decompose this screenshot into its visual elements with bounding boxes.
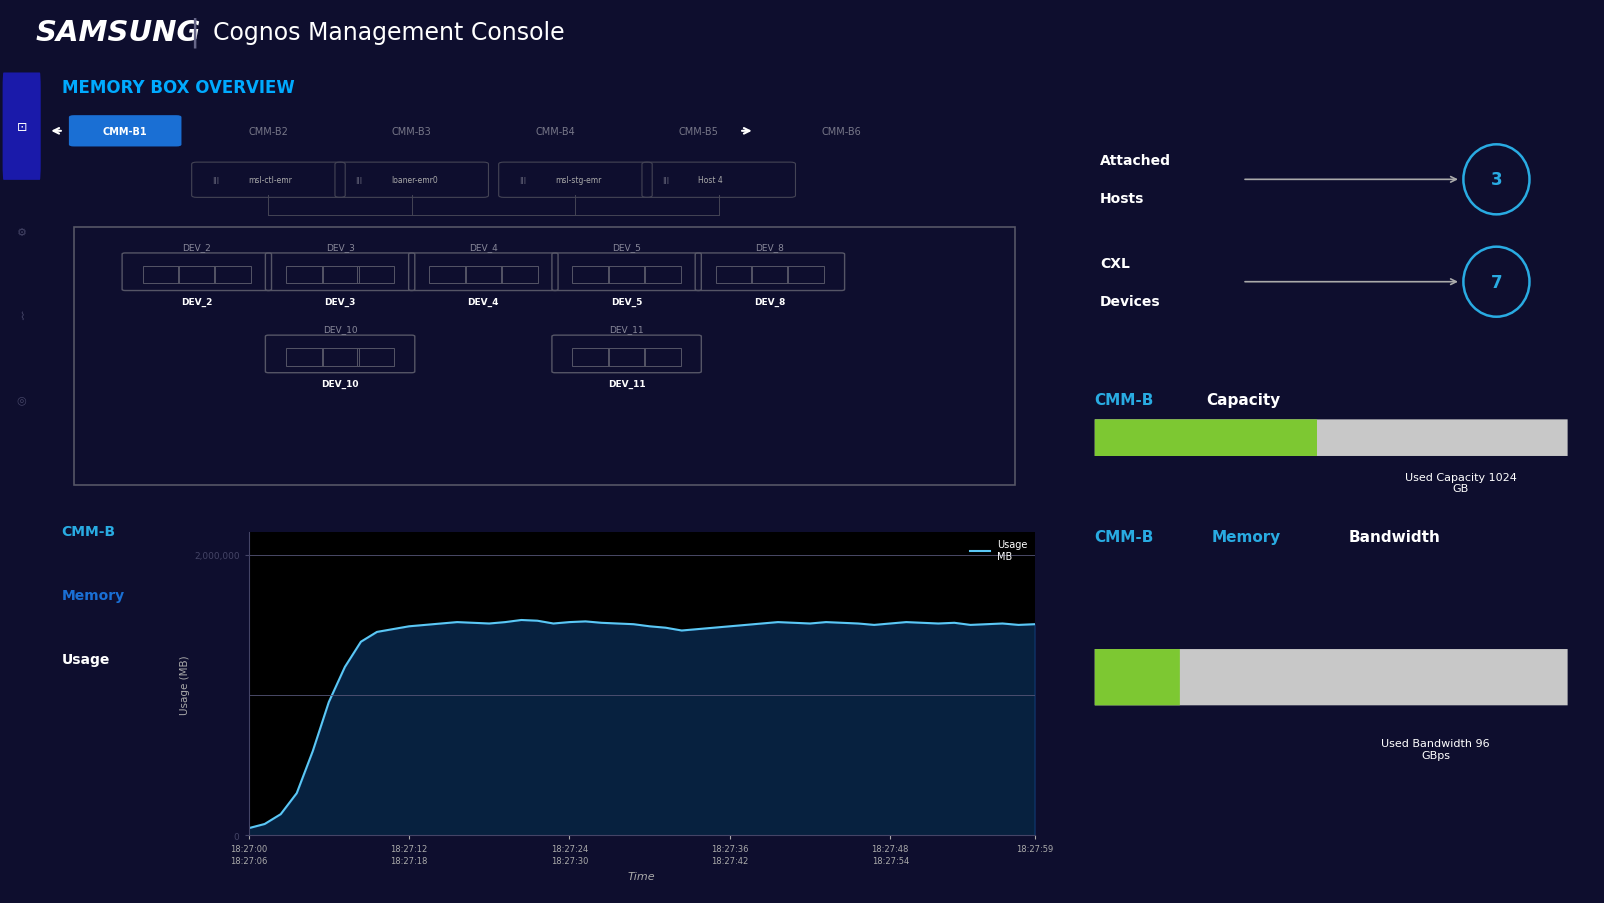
Bar xyxy=(573,266,610,284)
Text: DEV_8: DEV_8 xyxy=(755,243,784,252)
Bar xyxy=(178,266,215,284)
Bar xyxy=(751,266,788,284)
Bar xyxy=(358,349,395,367)
Text: DEV_11: DEV_11 xyxy=(608,379,645,388)
Bar xyxy=(358,266,395,284)
Text: SAMSUNG: SAMSUNG xyxy=(35,19,200,46)
Text: DEV_3: DEV_3 xyxy=(326,243,354,252)
Text: Capacity: Capacity xyxy=(1206,392,1282,407)
Text: Devices: Devices xyxy=(1100,294,1160,308)
Text: CMM-B1: CMM-B1 xyxy=(103,126,148,136)
Text: CMM-B5: CMM-B5 xyxy=(678,126,719,136)
Text: loaner-emr0: loaner-emr0 xyxy=(391,176,438,185)
Bar xyxy=(322,349,359,367)
Bar xyxy=(608,349,645,367)
Text: DEV_8: DEV_8 xyxy=(754,297,786,306)
FancyBboxPatch shape xyxy=(1096,420,1317,456)
X-axis label: Time: Time xyxy=(627,870,656,880)
Text: Host 4: Host 4 xyxy=(698,176,723,185)
FancyBboxPatch shape xyxy=(69,116,181,147)
Bar xyxy=(143,266,180,284)
Text: CMM-B2: CMM-B2 xyxy=(249,126,289,136)
Text: Used Capacity 1024
GB: Used Capacity 1024 GB xyxy=(1405,472,1517,494)
Text: DEV_2: DEV_2 xyxy=(181,297,212,306)
Bar xyxy=(286,266,322,284)
Text: DEV_3: DEV_3 xyxy=(324,297,356,306)
Text: CMM-B: CMM-B xyxy=(61,525,115,538)
Text: Memory: Memory xyxy=(61,588,125,602)
Text: DEV_10: DEV_10 xyxy=(322,325,358,333)
Text: |||: ||| xyxy=(212,177,220,184)
Bar xyxy=(608,266,645,284)
FancyBboxPatch shape xyxy=(1096,649,1567,705)
Text: DEV_5: DEV_5 xyxy=(613,243,642,252)
Text: ⊡: ⊡ xyxy=(16,120,27,134)
Bar xyxy=(788,266,824,284)
Text: CMM-B6: CMM-B6 xyxy=(821,126,861,136)
Text: |||: ||| xyxy=(356,177,363,184)
Text: DEV_10: DEV_10 xyxy=(321,379,359,388)
Bar xyxy=(322,266,359,284)
Bar xyxy=(715,266,752,284)
Legend: Usage
MB: Usage MB xyxy=(969,537,1030,563)
Text: CMM-B: CMM-B xyxy=(1096,529,1155,545)
Text: Attached: Attached xyxy=(1100,154,1171,168)
Text: |||: ||| xyxy=(520,177,526,184)
Text: Hosts: Hosts xyxy=(1100,192,1144,206)
Text: MEMORY BOX OVERVIEW: MEMORY BOX OVERVIEW xyxy=(63,79,295,97)
Text: CXL: CXL xyxy=(1100,256,1129,271)
Bar xyxy=(286,349,322,367)
Text: ◎: ◎ xyxy=(16,396,27,405)
Text: CMM-B3: CMM-B3 xyxy=(391,126,431,136)
Text: |||: ||| xyxy=(662,177,669,184)
Text: DEV_11: DEV_11 xyxy=(610,325,643,333)
Text: CMM-B4: CMM-B4 xyxy=(536,126,574,136)
Text: DEV_4: DEV_4 xyxy=(468,243,497,252)
Bar xyxy=(465,266,502,284)
Text: Used Bandwidth 96
GBps: Used Bandwidth 96 GBps xyxy=(1381,739,1490,760)
Text: CMM-B: CMM-B xyxy=(1096,392,1155,407)
Bar xyxy=(215,266,252,284)
Text: Memory: Memory xyxy=(1211,529,1282,545)
Text: 3: 3 xyxy=(1490,172,1503,189)
FancyBboxPatch shape xyxy=(1096,649,1181,705)
Text: ⚙: ⚙ xyxy=(16,228,27,237)
Bar xyxy=(500,266,537,284)
Text: msl-ctl-emr: msl-ctl-emr xyxy=(249,176,292,185)
Y-axis label: Usage (MB): Usage (MB) xyxy=(180,655,189,713)
Text: Cognos Management Console: Cognos Management Console xyxy=(213,21,565,44)
Text: Bandwidth: Bandwidth xyxy=(1349,529,1440,545)
Bar xyxy=(573,349,610,367)
Text: 7: 7 xyxy=(1490,274,1503,292)
FancyBboxPatch shape xyxy=(3,73,40,181)
Text: DEV_4: DEV_4 xyxy=(468,297,499,306)
Text: DEV_2: DEV_2 xyxy=(183,243,212,252)
Bar xyxy=(74,228,1015,486)
Bar xyxy=(645,266,680,284)
FancyBboxPatch shape xyxy=(1096,420,1567,456)
Text: DEV_5: DEV_5 xyxy=(611,297,642,306)
Text: Usage: Usage xyxy=(61,652,111,666)
Text: |: | xyxy=(189,17,199,48)
Bar xyxy=(645,349,680,367)
Bar xyxy=(430,266,465,284)
Text: msl-stg-emr: msl-stg-emr xyxy=(555,176,602,185)
Text: ⌇: ⌇ xyxy=(19,312,24,321)
